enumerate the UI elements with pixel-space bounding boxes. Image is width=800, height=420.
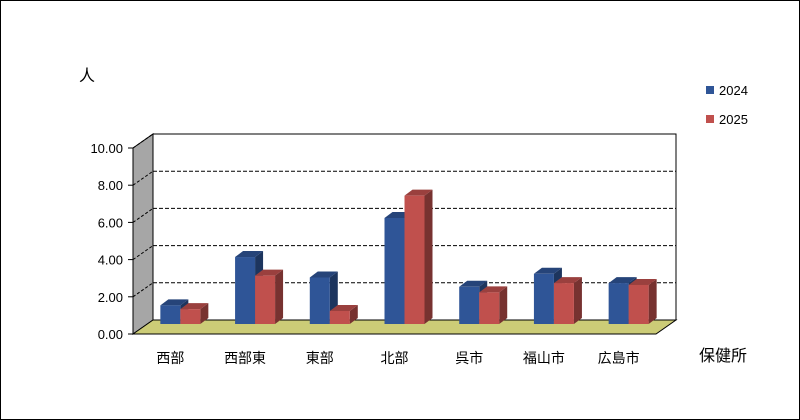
bar-side	[424, 189, 433, 324]
x-tick-label: 福山市	[523, 350, 565, 367]
bar-front	[160, 305, 181, 324]
y-tick-label: 8.00	[98, 178, 123, 193]
y-tick-label: 0.00	[98, 327, 123, 342]
bar	[255, 269, 284, 324]
y-tick-label: 6.00	[98, 215, 123, 230]
legend-swatch	[706, 86, 714, 94]
bar	[628, 278, 657, 324]
bar	[553, 277, 582, 324]
bar-front	[309, 277, 330, 324]
x-tick-label: 呉市	[455, 350, 483, 367]
bar	[180, 303, 209, 324]
x-tick-label: 西部東	[224, 351, 266, 367]
bar	[404, 189, 433, 324]
bar-top	[553, 277, 582, 284]
gridline-side	[132, 245, 154, 261]
bar-top	[608, 277, 637, 284]
bar-front	[553, 283, 574, 324]
legend-label: 2024	[719, 83, 748, 98]
legend-item: 2024	[706, 83, 748, 98]
x-axis-label: 保健所	[699, 346, 747, 365]
bar-side	[349, 304, 358, 324]
bar-top	[235, 251, 264, 258]
bar-top	[479, 286, 508, 293]
side-wall	[132, 133, 154, 335]
bar-front	[533, 273, 554, 324]
bar-top	[404, 189, 433, 196]
gridline-side	[132, 133, 154, 149]
x-tick-label: 北部	[381, 351, 409, 367]
bar-front	[404, 195, 425, 324]
bar-side	[499, 286, 508, 324]
gridline-side	[132, 170, 154, 186]
x-tick-label: 東部	[306, 351, 334, 367]
bar-front	[459, 286, 480, 324]
bar-side	[573, 277, 582, 324]
bar-top	[255, 269, 284, 276]
x-tick-label: 広島市	[598, 350, 640, 367]
bar-front	[384, 217, 405, 324]
bar-top	[180, 303, 209, 310]
bar-top	[329, 304, 358, 311]
gridline-side	[132, 282, 154, 298]
bar-front	[255, 275, 276, 324]
bar-side	[275, 269, 284, 324]
bar-front	[180, 309, 201, 324]
legend-label: 2025	[719, 112, 748, 127]
y-tick-label: 10.00	[90, 141, 123, 156]
bar-front	[479, 292, 500, 324]
x-tick-label: 西部	[156, 351, 184, 367]
bar-side	[200, 303, 209, 324]
y-tick-label: 4.00	[98, 253, 123, 268]
bar-top	[533, 267, 562, 274]
bar-front	[235, 257, 256, 324]
legend-swatch	[706, 115, 714, 123]
bar-side	[648, 278, 657, 324]
bar-front	[628, 284, 649, 324]
gridline-side	[132, 207, 154, 223]
bar-top	[309, 271, 338, 278]
bar	[479, 286, 508, 324]
bar-front	[329, 310, 350, 324]
bar	[329, 304, 358, 324]
bar-top	[628, 278, 657, 285]
legend-item: 2025	[706, 112, 748, 127]
bar-top	[160, 299, 189, 306]
y-axis-label: 人	[79, 66, 95, 85]
bar-front	[608, 283, 629, 324]
y-tick-label: 2.00	[98, 290, 123, 305]
bar-top	[459, 280, 488, 287]
